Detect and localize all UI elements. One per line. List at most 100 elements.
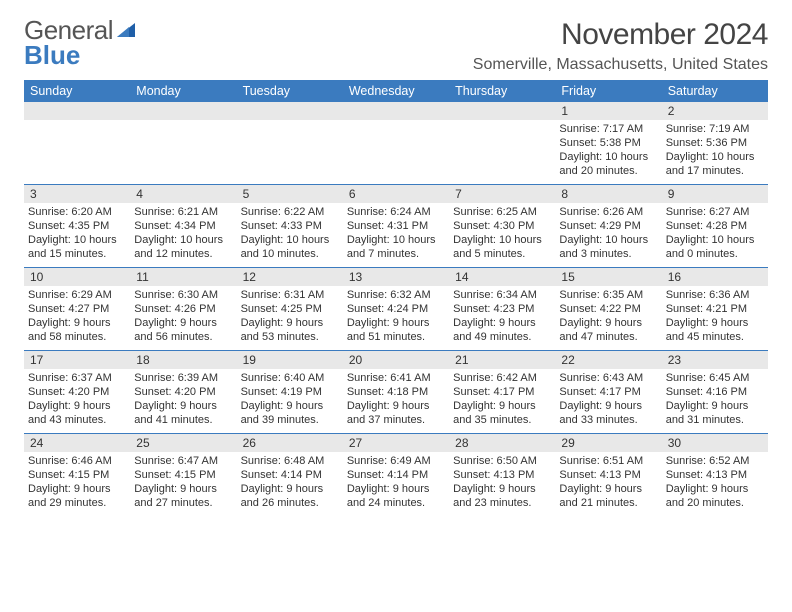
day-number: 3: [24, 185, 130, 203]
day-number: [130, 102, 236, 120]
logo-text-2: Blue: [24, 40, 80, 70]
week-row: 17 Sunrise: 6:37 AM Sunset: 4:20 PM Dayligh…: [24, 351, 768, 434]
day-info: Sunrise: 6:51 AMSunset: 4:13 PMDaylight:…: [559, 454, 657, 510]
day-cell: [130, 102, 236, 184]
day-info: Sunrise: 6:39 AMSunset: 4:20 PMDaylight:…: [134, 371, 232, 427]
daylight-text-2: and 37 minutes.: [347, 413, 445, 427]
day-info: Sunrise: 6:47 AMSunset: 4:15 PMDaylight:…: [134, 454, 232, 510]
daylight-text-1: Daylight: 9 hours: [28, 482, 126, 496]
sunrise-text: Sunrise: 6:50 AM: [453, 454, 551, 468]
sunrise-text: Sunrise: 6:39 AM: [134, 371, 232, 385]
calendar-grid: Sunday Monday Tuesday Wednesday Thursday…: [24, 80, 768, 516]
day-cell: [343, 102, 449, 184]
day-cell: 8Sunrise: 6:26 AMSunset: 4:29 PMDaylight…: [555, 185, 661, 267]
sunrise-text: Sunrise: 6:22 AM: [241, 205, 339, 219]
sunset-text: Sunset: 5:36 PM: [666, 136, 764, 150]
day-number: 26: [237, 434, 343, 452]
daylight-text-1: Daylight: 9 hours: [347, 399, 445, 413]
sunset-text: Sunset: 4:17 PM: [453, 385, 551, 399]
daylight-text-2: and 39 minutes.: [241, 413, 339, 427]
day-info: Sunrise: 6:27 AMSunset: 4:28 PMDaylight:…: [666, 205, 764, 261]
daylight-text-1: Daylight: 9 hours: [347, 482, 445, 496]
daylight-text-2: and 56 minutes.: [134, 330, 232, 344]
weekday-header: Thursday: [449, 80, 555, 102]
day-info: Sunrise: 6:49 AMSunset: 4:14 PMDaylight:…: [347, 454, 445, 510]
day-cell: 10Sunrise: 6:29 AMSunset: 4:27 PMDayligh…: [24, 268, 130, 350]
daylight-text-2: and 20 minutes.: [559, 164, 657, 178]
day-cell: 4Sunrise: 6:21 AMSunset: 4:34 PMDaylight…: [130, 185, 236, 267]
daylight-text-2: and 21 minutes.: [559, 496, 657, 510]
day-info: Sunrise: 6:25 AMSunset: 4:30 PMDaylight:…: [453, 205, 551, 261]
daylight-text-1: Daylight: 10 hours: [453, 233, 551, 247]
sunrise-text: Sunrise: 6:45 AM: [666, 371, 764, 385]
sunset-text: Sunset: 4:27 PM: [28, 302, 126, 316]
sunset-text: Sunset: 4:13 PM: [453, 468, 551, 482]
weekday-header-row: Sunday Monday Tuesday Wednesday Thursday…: [24, 80, 768, 102]
sunset-text: Sunset: 4:15 PM: [28, 468, 126, 482]
sunset-text: Sunset: 4:31 PM: [347, 219, 445, 233]
day-cell: 29 Sunrise: 6:51 AMSunset: 4:13 PMDayligh…: [555, 434, 661, 516]
daylight-text-1: Daylight: 9 hours: [28, 316, 126, 330]
sunset-text: Sunset: 4:15 PM: [134, 468, 232, 482]
sunrise-text: Sunrise: 6:51 AM: [559, 454, 657, 468]
week-row: 24Sunrise: 6:46 AMSunset: 4:15 PMDayligh…: [24, 434, 768, 516]
day-info: Sunrise: 6:20 AMSunset: 4:35 PMDaylight:…: [28, 205, 126, 261]
sunrise-text: Sunrise: 6:27 AM: [666, 205, 764, 219]
sunrise-text: Sunrise: 6:25 AM: [453, 205, 551, 219]
daylight-text-2: and 47 minutes.: [559, 330, 657, 344]
day-number: 7: [449, 185, 555, 203]
day-number: 6: [343, 185, 449, 203]
daylight-text-2: and 10 minutes.: [241, 247, 339, 261]
day-cell: 1Sunrise: 7:17 AMSunset: 5:38 PMDaylight…: [555, 102, 661, 184]
day-number: 9: [662, 185, 768, 203]
daylight-text-2: and 49 minutes.: [453, 330, 551, 344]
daylight-text-2: and 26 minutes.: [241, 496, 339, 510]
sunset-text: Sunset: 4:28 PM: [666, 219, 764, 233]
month-title: November 2024: [473, 18, 768, 52]
sunrise-text: Sunrise: 6:49 AM: [347, 454, 445, 468]
sunrise-text: Sunrise: 6:37 AM: [28, 371, 126, 385]
day-number: [343, 102, 449, 120]
day-cell: [24, 102, 130, 184]
day-cell: 17Sunrise: 6:37 AMSunset: 4:20 PMDayligh…: [24, 351, 130, 433]
sunrise-text: Sunrise: 6:32 AM: [347, 288, 445, 302]
day-number: 10: [24, 268, 130, 286]
daylight-text-1: Daylight: 9 hours: [666, 482, 764, 496]
day-info: Sunrise: 6:48 AMSunset: 4:14 PMDaylight:…: [241, 454, 339, 510]
day-info: Sunrise: 6:36 AMSunset: 4:21 PMDaylight:…: [666, 288, 764, 344]
week-row: 3 Sunrise: 6:20 AMSunset: 4:35 PMDaylight…: [24, 185, 768, 268]
day-number: [24, 102, 130, 120]
logo-icon: [115, 18, 135, 43]
page-header: GeneralBlue November 2024 Somerville, Ma…: [24, 18, 768, 74]
day-number: 16: [662, 268, 768, 286]
day-cell: 24Sunrise: 6:46 AMSunset: 4:15 PMDayligh…: [24, 434, 130, 516]
day-cell: 30Sunrise: 6:52 AMSunset: 4:13 PMDayligh…: [662, 434, 768, 516]
day-cell: 5Sunrise: 6:22 AMSunset: 4:33 PMDaylight…: [237, 185, 343, 267]
day-number: 24: [24, 434, 130, 452]
sunset-text: Sunset: 4:30 PM: [453, 219, 551, 233]
daylight-text-1: Daylight: 10 hours: [559, 150, 657, 164]
day-cell: 22Sunrise: 6:43 AMSunset: 4:17 PMDayligh…: [555, 351, 661, 433]
sunrise-text: Sunrise: 6:36 AM: [666, 288, 764, 302]
day-cell: 25Sunrise: 6:47 AMSunset: 4:15 PMDayligh…: [130, 434, 236, 516]
day-number: 29: [555, 434, 661, 452]
day-cell: 13Sunrise: 6:32 AMSunset: 4:24 PMDayligh…: [343, 268, 449, 350]
weekday-header: Wednesday: [343, 80, 449, 102]
day-number: 13: [343, 268, 449, 286]
day-cell: 20Sunrise: 6:41 AMSunset: 4:18 PMDayligh…: [343, 351, 449, 433]
daylight-text-1: Daylight: 9 hours: [453, 316, 551, 330]
sunrise-text: Sunrise: 6:21 AM: [134, 205, 232, 219]
day-number: 17: [24, 351, 130, 369]
day-number: 15: [555, 268, 661, 286]
logo: GeneralBlue: [24, 18, 135, 67]
day-cell: 18Sunrise: 6:39 AMSunset: 4:20 PMDayligh…: [130, 351, 236, 433]
daylight-text-2: and 58 minutes.: [28, 330, 126, 344]
sunset-text: Sunset: 4:20 PM: [134, 385, 232, 399]
sunset-text: Sunset: 4:18 PM: [347, 385, 445, 399]
day-cell: 28Sunrise: 6:50 AMSunset: 4:13 PMDayligh…: [449, 434, 555, 516]
sunset-text: Sunset: 4:23 PM: [453, 302, 551, 316]
day-number: 1: [555, 102, 661, 120]
daylight-text-2: and 15 minutes.: [28, 247, 126, 261]
daylight-text-2: and 20 minutes.: [666, 496, 764, 510]
daylight-text-2: and 33 minutes.: [559, 413, 657, 427]
